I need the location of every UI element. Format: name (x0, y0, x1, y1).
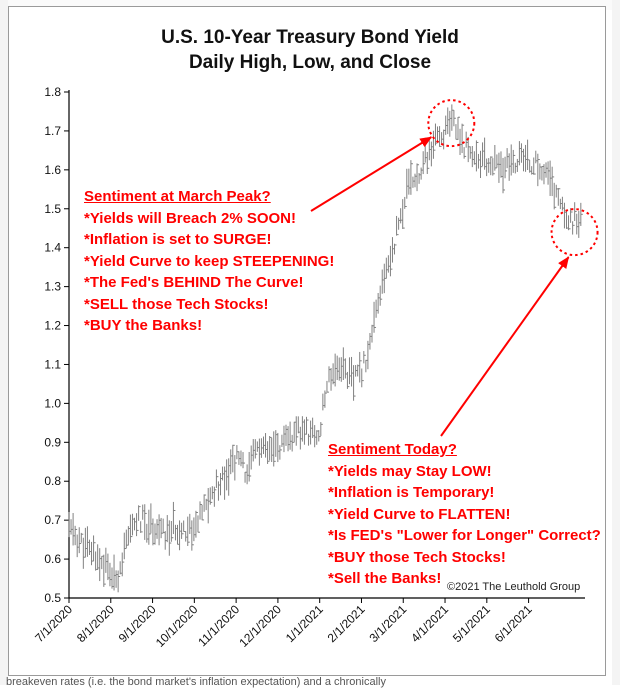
x-tick-label: 10/1/2020 (153, 602, 201, 650)
x-tick-label: 1/1/2021 (283, 602, 326, 645)
today-sentiment-line: *BUY those Tech Stocks! (328, 548, 506, 566)
peak-sentiment-line: *Yields will Breach 2% SOON! (84, 209, 297, 227)
y-tick-label: 1.0 (44, 396, 61, 410)
x-tick-label: 3/1/2021 (366, 602, 409, 645)
y-tick-label: 1.1 (44, 357, 61, 371)
y-tick-label: 0.6 (44, 552, 61, 566)
article-text-fragment: breakeven rates (i.e. the bond market's … (6, 676, 386, 688)
peak-sentiment-line: *BUY the Banks! (84, 317, 203, 334)
x-tick-label: 7/1/2020 (32, 602, 75, 645)
x-tick-label: 4/1/2021 (408, 602, 451, 645)
y-tick-label: 0.9 (44, 435, 61, 449)
x-tick-label: 8/1/2020 (74, 602, 117, 645)
window-top-edge (0, 0, 620, 10)
chart-title: U.S. 10-Year Treasury Bond Yield (161, 27, 459, 48)
y-tick-label: 1.3 (44, 280, 61, 294)
daily-range-bars (68, 104, 583, 593)
today-sentiment-line: *Yields may Stay LOW! (328, 462, 492, 480)
y-tick-label: 1.6 (44, 163, 61, 177)
today-sentiment-line: *Is FED's "Lower for Longer" Correct? (328, 527, 601, 544)
y-tick-label: 1.4 (44, 241, 61, 255)
peak-arrow (310, 136, 433, 212)
peak-highlight-circle (427, 99, 476, 148)
peak-sentiment-line: *Yield Curve to keep STEEPENING! (84, 252, 335, 270)
y-tick-label: 0.5 (44, 591, 61, 605)
chart-overlays (310, 99, 599, 437)
y-tick-label: 1.5 (44, 202, 61, 216)
peak-sentiment-box: Sentiment at March Peak? *Yields will Br… (84, 186, 334, 337)
peak-sentiment-line: *Inflation is set to SURGE! (84, 231, 272, 248)
x-tick-label: 12/1/2020 (236, 602, 284, 650)
y-tick-label: 1.7 (44, 124, 61, 138)
today-sentiment-line: *Sell the Banks! (328, 570, 442, 587)
y-tick-label: 1.2 (44, 319, 61, 333)
y-tick-label: 0.8 (44, 474, 61, 488)
left-edge-strip (0, 0, 8, 685)
today-sentiment-line: *Inflation is Temporary! (328, 484, 495, 501)
peak-sentiment-line: *SELL those Tech Stocks! (84, 295, 269, 313)
current-highlight-circle (550, 208, 599, 257)
chart-subtitle: Daily High, Low, and Close (188, 52, 432, 73)
x-tick-label: 6/1/2021 (492, 602, 535, 645)
peak-sentiment-heading: Sentiment at March Peak? (84, 188, 271, 205)
x-tick-label: 2/1/2021 (325, 602, 368, 645)
x-tick-label: 5/1/2021 (450, 602, 493, 645)
x-tick-label: 9/1/2020 (116, 602, 159, 645)
y-tick-label: 1.8 (44, 85, 61, 99)
x-tick-label: 11/1/2020 (195, 602, 242, 649)
y-tick-label: 0.7 (44, 513, 61, 527)
today-sentiment-heading: Sentiment Today? (328, 441, 457, 458)
today-arrow (440, 256, 570, 437)
peak-sentiment-line: *The Fed's BEHIND The Curve! (84, 274, 304, 291)
copyright-credit: ©2021 The Leuthold Group (447, 581, 581, 593)
today-sentiment-box: Sentiment Today? *Yields may Stay LOW! *… (328, 439, 601, 590)
today-sentiment-line: *Yield Curve to FLATTEN! (328, 505, 511, 523)
right-edge-strip (612, 0, 620, 685)
